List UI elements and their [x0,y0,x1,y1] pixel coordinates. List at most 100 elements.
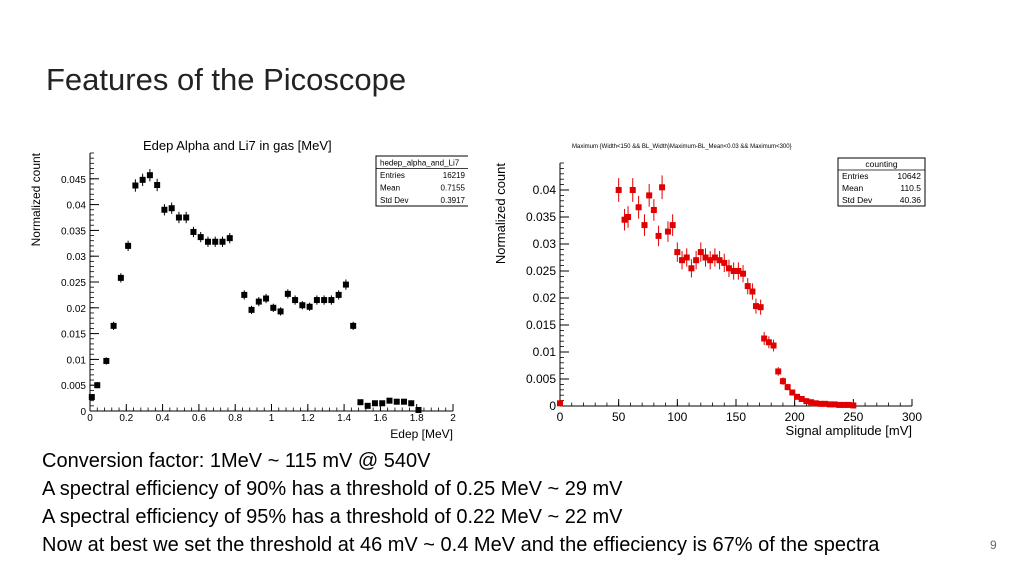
data-point [669,222,676,229]
data-point [168,205,175,212]
data-point [190,228,197,235]
x-tick-label: 0.8 [228,413,242,424]
data-point [836,401,843,408]
data-point [840,401,847,408]
data-point [400,398,407,405]
y-tick-label: 0 [80,407,86,418]
data-point [175,214,182,221]
data-point [826,401,833,408]
y-tick-label: 0.02 [67,304,87,315]
data-point [735,268,742,274]
data-point [730,268,737,274]
chart-title: Edep Alpha and Li7 in gas [MeV] [143,138,332,153]
y-tick-label: 0.02 [533,291,557,305]
x-tick-label: 1.8 [410,413,424,424]
data-point [697,249,704,256]
signal-amplitude-histogram-chart: Maximum {Width<150 && BL_Width}Maximum-B… [493,144,926,438]
x-axis-label: Signal amplitude [mV] [786,423,912,438]
y-tick-label: 0.04 [533,183,557,197]
data-point [350,322,357,329]
edep-histogram-chart: Edep Alpha and Li7 in gas [MeV] 0 0.2 0.4 0.… [29,138,468,441]
data-point [794,393,801,400]
data-point [94,382,101,389]
stats-label: Std Dev [842,195,873,205]
y-tick-label: 0.005 [526,372,556,386]
data-point [635,204,642,211]
stats-value: 40.36 [900,195,922,205]
data-point [415,406,422,413]
data-point [817,400,824,407]
data-point [822,400,829,407]
data-point [248,306,255,313]
threshold-line: Now at best we set the threshold at 46 m… [42,534,880,556]
data-point [284,290,291,297]
data-point [765,339,772,346]
y-tick-label: 0.035 [526,210,556,224]
y-tick-label: 0.025 [61,278,86,289]
data-point [263,295,270,302]
x-tick-label: 0 [87,413,93,424]
page-number: 9 [990,538,997,552]
x-tick-label: 300 [902,410,922,424]
data-point [161,206,168,213]
stats-value: 110.5 [900,183,921,193]
data-point [674,249,681,256]
data-point [615,187,622,193]
y-tick-label: 0.015 [61,330,86,341]
data-point [688,265,695,272]
data-point [342,281,349,288]
data-point [328,297,335,304]
data-point [621,216,628,223]
y-tick-label: 0.025 [526,264,556,278]
y-tick-label: 0 [549,399,556,413]
data-point [749,288,756,295]
data-point [664,228,671,235]
data-point [761,335,768,342]
data-point [845,401,852,408]
data-point [335,291,342,298]
data-point [707,257,714,264]
data-point [725,265,732,272]
efficiency-95-line: A spectral efficiency of 95% has a thres… [42,506,623,528]
data-point [146,172,153,179]
data-point [831,401,838,408]
stats-label: Std Dev [380,196,408,205]
x-tick-label: 1.2 [301,413,315,424]
x-tick-label: 100 [667,410,687,424]
stats-label: Entries [842,171,868,181]
stats-value: 10642 [897,171,921,181]
slide-title: Features of the Picoscope [46,62,407,97]
data-point [139,176,146,183]
y-tick-label: 0.01 [67,355,87,366]
y-tick-label: 0.04 [67,201,87,212]
y-tick-label: 0.045 [61,175,86,186]
stats-name: hedep_alpha_and_Li7 [380,159,460,168]
data-point [812,400,819,407]
data-point [775,368,782,375]
x-tick-label: 200 [785,410,805,424]
data-point [557,400,563,407]
x-axis-label: Edep [MeV] [390,427,453,441]
data-point [779,378,786,385]
data-point [154,181,161,188]
data-point [659,184,666,191]
stats-label: Entries [380,171,405,180]
stats-box [375,155,468,207]
data-point [110,322,117,329]
data-point [693,257,700,264]
stats-name: counting [865,159,897,169]
chart-title: Maximum {Width<150 && BL_Width}Maximum-B… [572,144,792,150]
x-tick-label: 250 [843,410,863,424]
data-point [716,257,723,264]
data-point [204,238,211,245]
data-point [321,297,328,304]
data-point [255,298,262,305]
data-point [371,400,378,407]
y-tick-label: 0.005 [61,381,86,392]
data-point [784,384,791,391]
data-point [625,214,632,220]
stats-label: Mean [380,184,400,193]
data-point [386,397,393,404]
data-point [393,398,400,405]
y-tick-label: 0.035 [61,226,86,237]
